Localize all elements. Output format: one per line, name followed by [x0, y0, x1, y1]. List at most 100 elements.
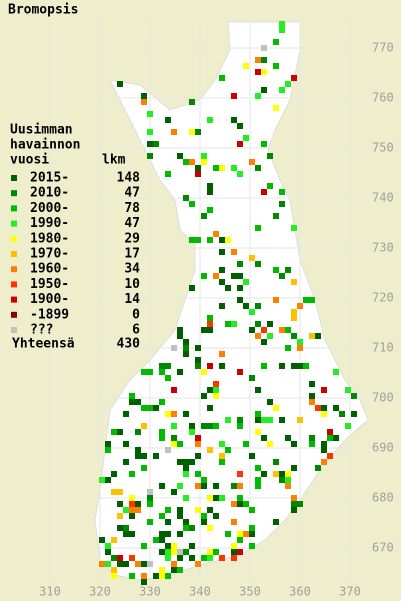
legend-label: 1960- [30, 262, 69, 277]
observation-dot [117, 429, 123, 435]
observation-dot [231, 165, 237, 171]
x-axis-label: 320 [89, 585, 111, 599]
observation-dot [309, 393, 315, 399]
observation-dot [195, 345, 201, 351]
observation-dot [213, 231, 219, 237]
observation-dot [165, 447, 171, 453]
observation-dot [171, 345, 177, 351]
legend-label: 1990- [30, 216, 69, 231]
observation-dot [225, 285, 231, 291]
observation-dot [291, 441, 297, 447]
observation-dot [207, 507, 213, 513]
observation-dot [201, 513, 207, 519]
observation-dot [117, 525, 123, 531]
observation-dot [267, 321, 273, 327]
observation-dot [171, 129, 177, 135]
observation-dot [231, 117, 237, 123]
observation-dot [177, 555, 183, 561]
observation-dot [207, 327, 213, 333]
legend-count: 17 [124, 247, 140, 262]
legend: 2015- 148 2010- 47 2000- 78 1990- 47 1980- 29 1970… [11, 171, 140, 338]
observation-dot [117, 555, 123, 561]
observation-dot [171, 411, 177, 417]
observation-dot [243, 531, 249, 537]
observation-dot [285, 81, 291, 87]
observation-dot [207, 555, 213, 561]
observation-dot [309, 435, 315, 441]
observation-dot [147, 489, 153, 495]
observation-dot [171, 423, 177, 429]
observation-dot [231, 273, 237, 279]
observation-dot [105, 477, 111, 483]
observation-dot [129, 471, 135, 477]
observation-dot [321, 447, 327, 453]
observation-dot [279, 87, 285, 93]
observation-dot [189, 99, 195, 105]
observation-dot [123, 441, 129, 447]
observation-dot [195, 129, 201, 135]
observation-dot [237, 549, 243, 555]
observation-dot [207, 237, 213, 243]
legend-label: 2000- [30, 201, 69, 216]
observation-dot [171, 561, 177, 567]
observation-dot [255, 93, 261, 99]
observation-dot [189, 237, 195, 243]
observation-dot [273, 459, 279, 465]
observation-dot [141, 369, 147, 375]
observation-dot [255, 69, 261, 75]
observation-dot [177, 327, 183, 333]
y-axis-label: 720 [372, 291, 394, 305]
observation-dot [243, 63, 249, 69]
legend-swatch [11, 311, 17, 318]
legend-count: 14 [124, 292, 140, 307]
observation-dot [291, 309, 297, 315]
observation-dot [207, 117, 213, 123]
observation-dot [159, 429, 165, 435]
observation-dot [249, 453, 255, 459]
observation-dot [225, 447, 231, 453]
observation-dot [183, 195, 189, 201]
observation-dot [255, 417, 261, 423]
y-axis-label: 700 [372, 391, 394, 405]
observation-dot [201, 393, 207, 399]
observation-dot [165, 573, 171, 579]
observation-dot [237, 261, 243, 267]
observation-dot [249, 543, 255, 549]
observation-dot [129, 555, 135, 561]
observation-dot [201, 477, 207, 483]
observation-dot [141, 465, 147, 471]
observation-dot [207, 423, 213, 429]
observation-dot [297, 501, 303, 507]
observation-dot [291, 225, 297, 231]
observation-dot [111, 471, 117, 477]
observation-dot [123, 525, 129, 531]
legend-count: 10 [124, 277, 140, 292]
observation-dot [237, 537, 243, 543]
observation-dot [273, 519, 279, 525]
observation-dot [165, 171, 171, 177]
observation-dot [315, 333, 321, 339]
x-axis-label: 360 [289, 585, 311, 599]
observation-dot [159, 531, 165, 537]
observation-dot [171, 489, 177, 495]
observation-dot [147, 501, 153, 507]
observation-dot [135, 447, 141, 453]
observation-dot [285, 483, 291, 489]
observation-dot [279, 477, 285, 483]
observation-dot [141, 93, 147, 99]
observation-dot [201, 555, 207, 561]
observation-dot [237, 423, 243, 429]
observation-dot [135, 453, 141, 459]
observation-dot [231, 321, 237, 327]
legend-swatch [11, 235, 17, 242]
observation-dot [195, 453, 201, 459]
observation-dot [321, 459, 327, 465]
observation-dot [345, 423, 351, 429]
observation-dot [279, 201, 285, 207]
observation-dot [195, 237, 201, 243]
observation-dot [159, 549, 165, 555]
observation-dot [291, 501, 297, 507]
observation-dot [327, 435, 333, 441]
observation-dot [201, 483, 207, 489]
observation-dot [207, 183, 213, 189]
